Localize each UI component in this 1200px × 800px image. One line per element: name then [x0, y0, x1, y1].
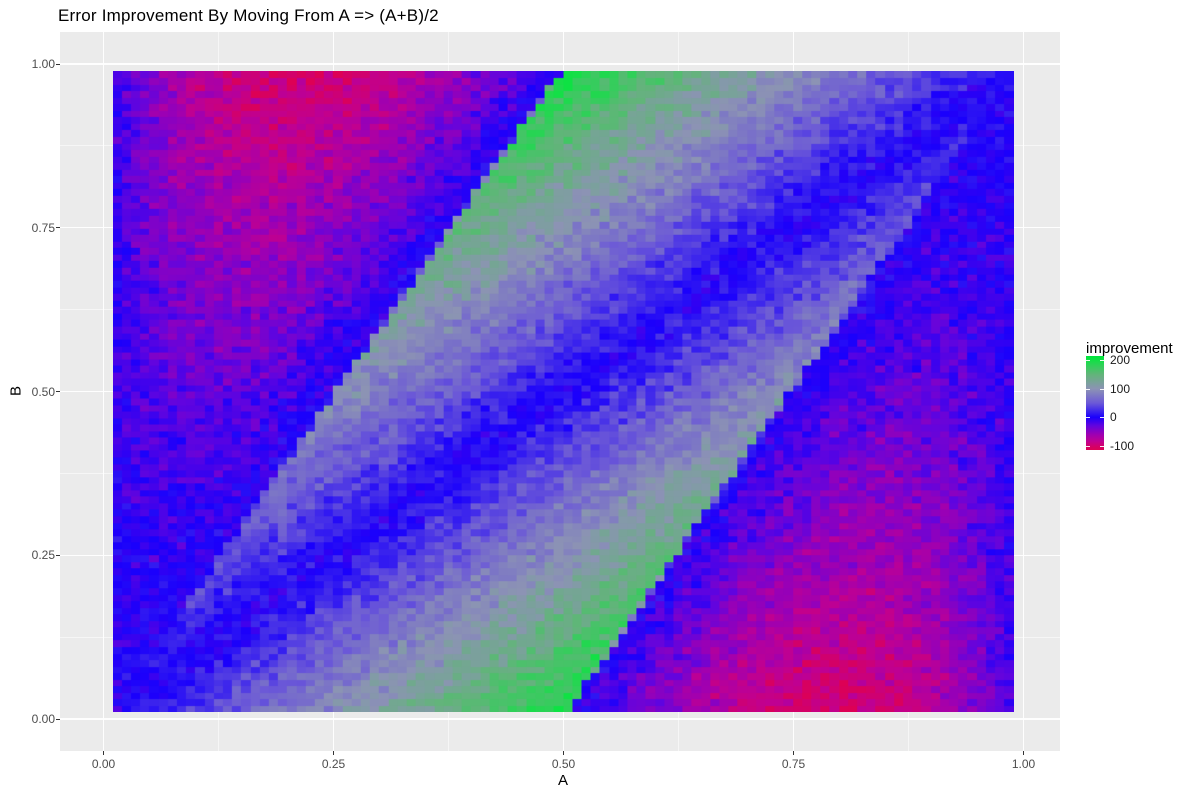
x-tick-mark [793, 751, 794, 755]
legend-tick-mark [1086, 417, 1090, 419]
panel-gridline [60, 718, 1060, 720]
legend-tick-mark [1100, 417, 1104, 419]
x-tick-label: 0.75 [781, 757, 806, 771]
y-tick-label: 1.00 [31, 57, 55, 71]
y-tick-mark [56, 718, 60, 720]
legend-colorbar [1086, 356, 1104, 450]
x-tick-mark [1023, 751, 1024, 755]
y-tick-label: 0.50 [31, 384, 55, 399]
heatmap-canvas [112, 70, 1015, 713]
legend-tick-label: 100 [1110, 381, 1131, 396]
legend-title: improvement [1086, 340, 1173, 357]
x-tick-mark [333, 751, 334, 755]
x-tick-label: 0.50 [551, 757, 576, 771]
legend-tick-mark [1100, 360, 1104, 362]
legend-tick-mark [1086, 445, 1090, 447]
legend-tick-label: 200 [1110, 353, 1131, 368]
legend-tick-mark [1100, 388, 1104, 390]
y-tick-mark [56, 227, 60, 229]
x-tick-label: 0.00 [91, 757, 116, 771]
x-tick-mark [563, 751, 564, 755]
x-axis-title: A [557, 772, 569, 789]
y-tick-label: 0.75 [31, 220, 55, 235]
y-tick-label: 0.25 [31, 548, 55, 563]
y-tick-mark [56, 554, 60, 556]
legend-tick-label: -100 [1110, 438, 1135, 453]
x-tick-mark [103, 751, 104, 755]
y-tick-label: 0.00 [31, 712, 55, 726]
y-tick-mark [56, 63, 60, 65]
legend-tick-label: 0 [1110, 410, 1117, 425]
plot-title: Error Improvement By Moving From A => (A… [58, 6, 439, 25]
x-tick-label: 0.25 [321, 757, 346, 771]
legend-tick-mark [1086, 360, 1090, 362]
y-axis-title: B [7, 385, 25, 397]
legend-tick-mark [1100, 445, 1104, 447]
legend-tick-mark [1086, 388, 1090, 390]
x-tick-label: 1.00 [1011, 757, 1036, 771]
y-tick-mark [56, 391, 60, 392]
panel-gridline [60, 63, 1060, 65]
